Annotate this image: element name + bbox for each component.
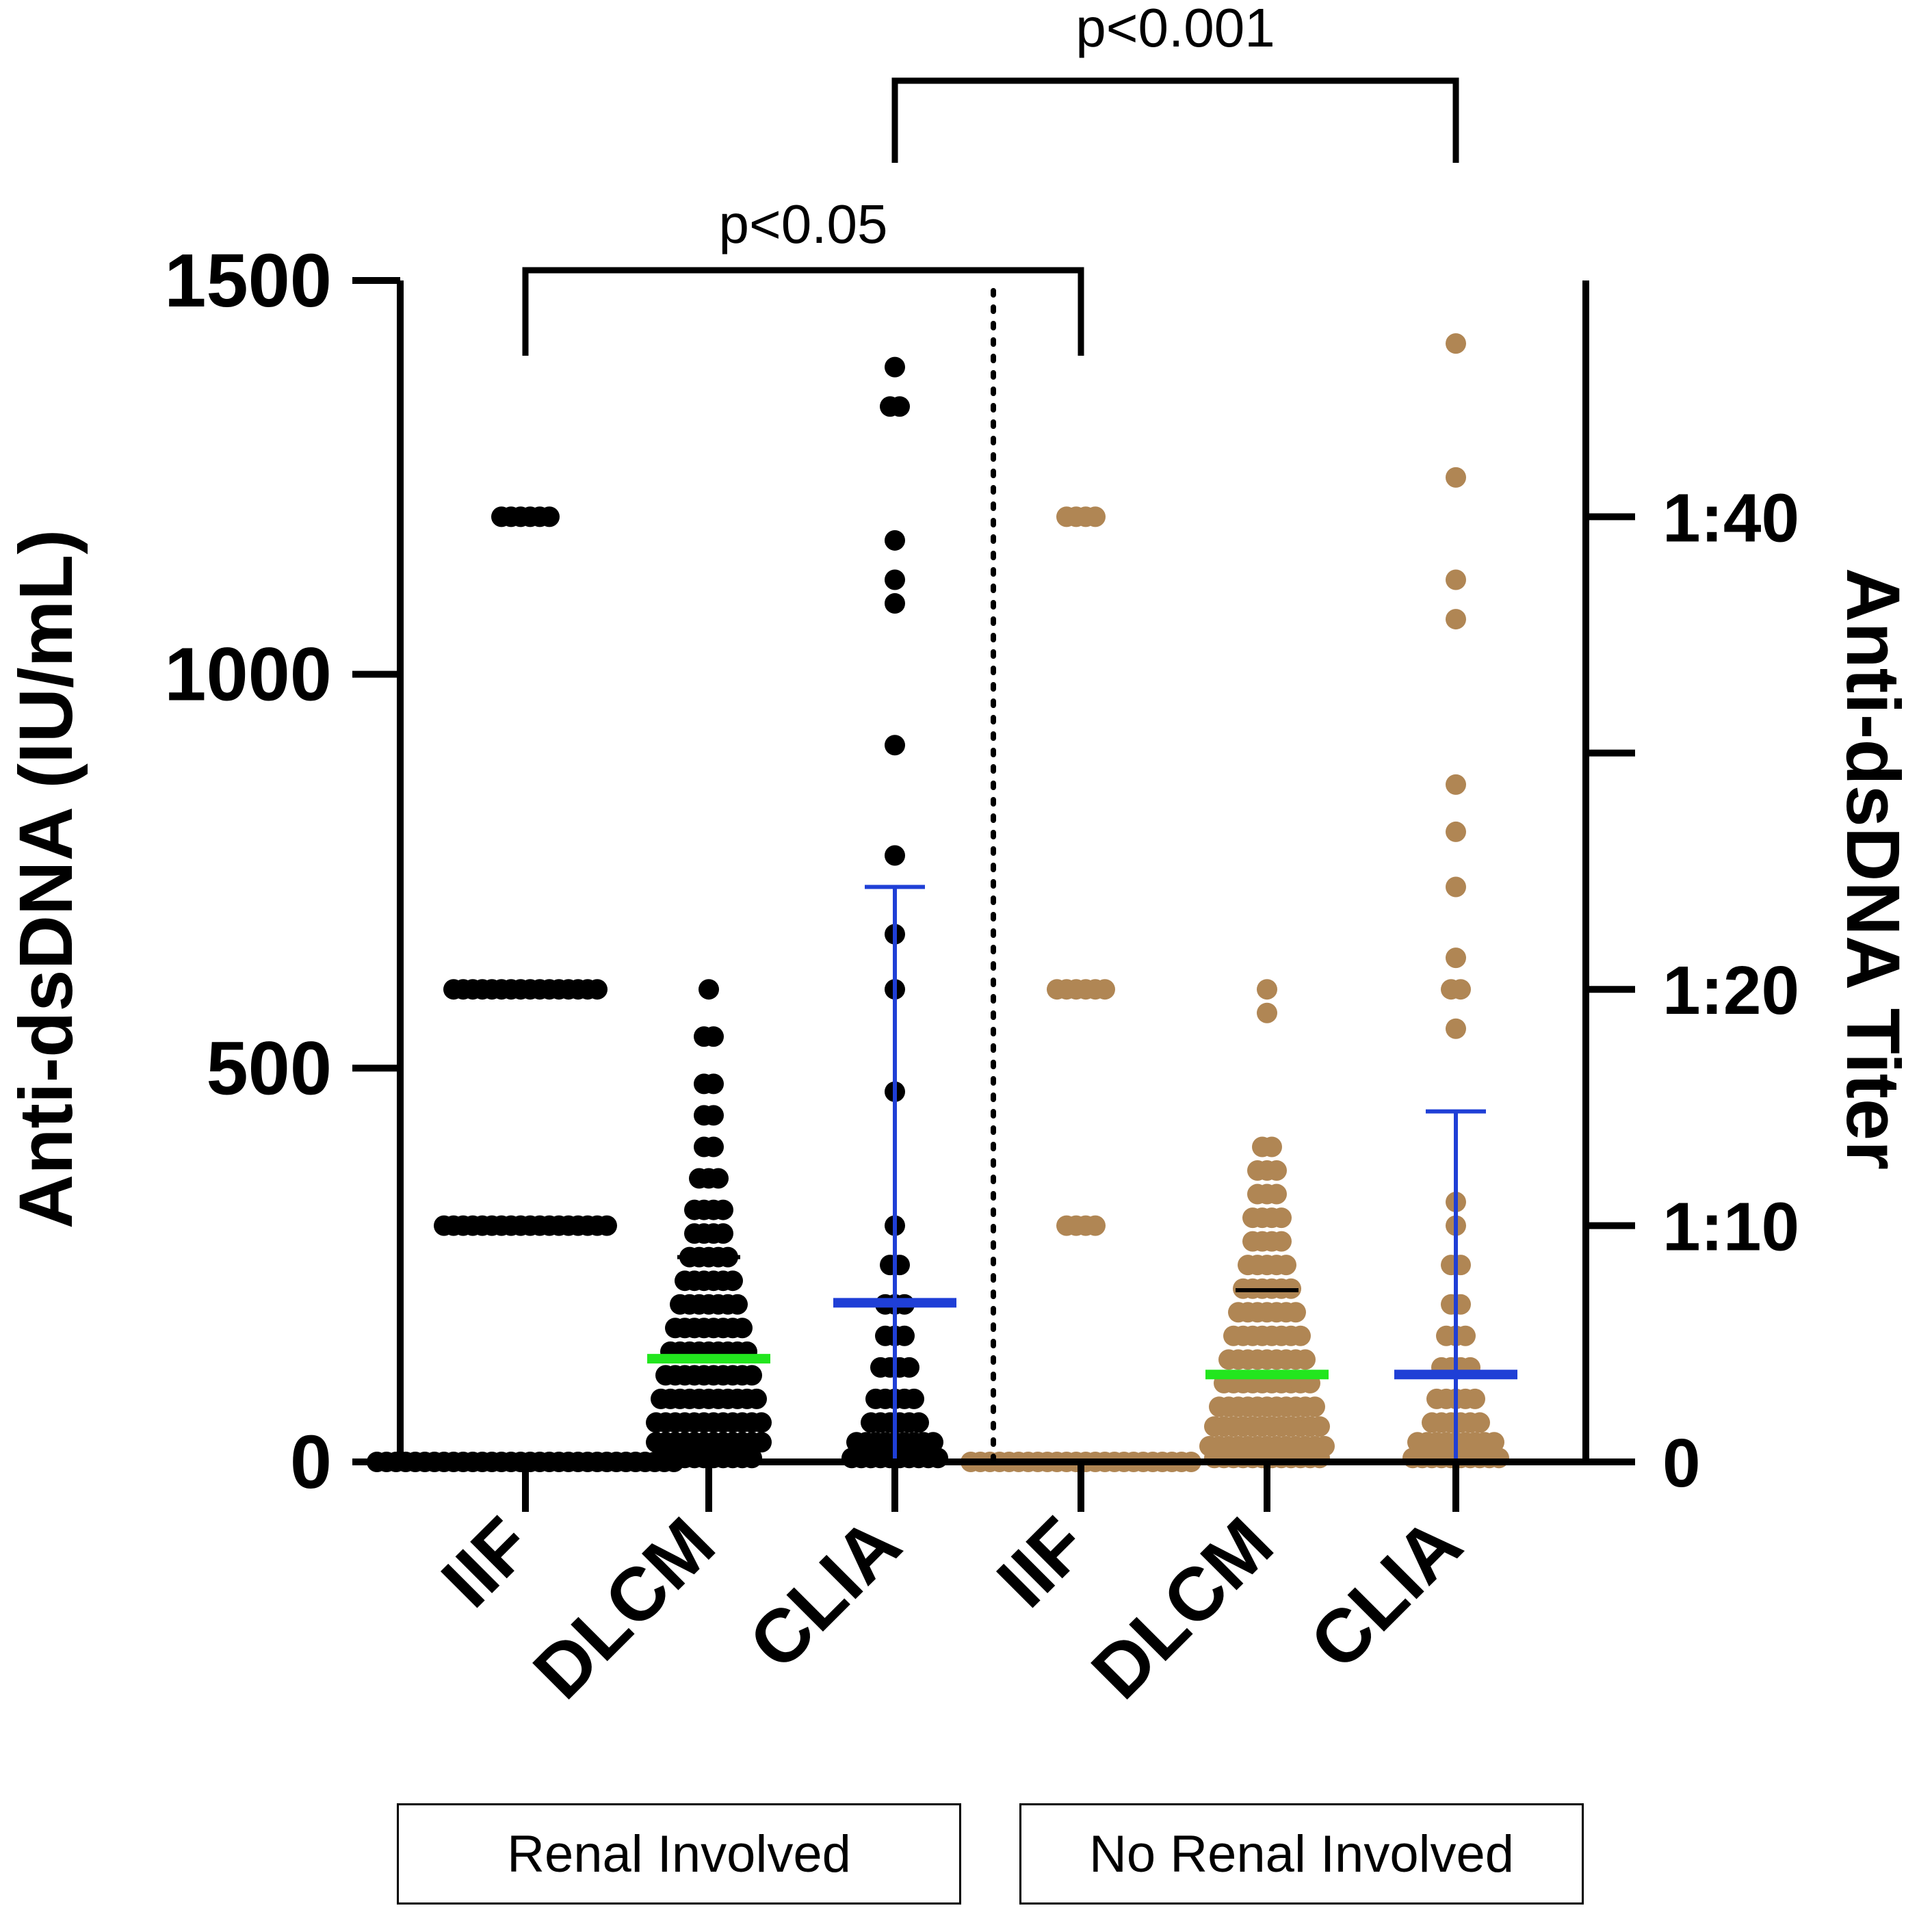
data-point: [923, 1432, 943, 1453]
p-value-label: p<0.001: [1075, 0, 1275, 58]
data-point: [1262, 1136, 1282, 1157]
axes: [352, 277, 1635, 1512]
data-point: [703, 1073, 724, 1095]
x-category-label: DLCM: [517, 1502, 731, 1715]
data-point: [1276, 1255, 1296, 1276]
data-point: [1465, 1388, 1485, 1409]
data-point: [539, 506, 560, 527]
x-category-label: IIF: [981, 1502, 1103, 1623]
y2-tick-label: 1:40: [1662, 480, 1799, 556]
y-tick-label: 500: [206, 1026, 332, 1110]
y-tick-label: 1500: [164, 239, 332, 323]
p-value-label: p<0.05: [719, 194, 888, 254]
group-box-no-renal-involved: No Renal Involved: [1019, 1803, 1584, 1905]
x-category-label: CLIA: [1294, 1502, 1478, 1685]
data-point: [742, 1365, 762, 1386]
data-point: [1271, 1207, 1292, 1229]
data-point: [751, 1412, 772, 1433]
data-point: [713, 1199, 733, 1220]
data-point: [1446, 467, 1466, 488]
data-point: [1257, 1002, 1277, 1023]
data-point: [885, 356, 905, 378]
significance-bracket: [891, 77, 1459, 163]
data-point: [889, 1255, 910, 1276]
mean-sd-bars: [647, 885, 1517, 1464]
data-point: [889, 396, 910, 417]
data-point: [1085, 506, 1106, 527]
y-tick-label: 0: [290, 1420, 332, 1504]
y2-axis-title: Anti-dsDNA Titer: [1831, 568, 1915, 1170]
data-point: [1257, 979, 1277, 1000]
data-point: [1285, 1302, 1306, 1323]
x-category-label: CLIA: [733, 1502, 917, 1685]
data-point: [597, 1215, 617, 1236]
data-point: [1446, 947, 1466, 969]
data-point: [1450, 979, 1471, 1000]
data-point: [722, 1270, 743, 1292]
data-point: [751, 1432, 772, 1453]
data-point: [1085, 1215, 1106, 1236]
data-point: [587, 979, 608, 1000]
data-point: [1446, 609, 1466, 630]
data-point: [727, 1294, 748, 1315]
data-point: [1446, 876, 1466, 898]
data-point: [1484, 1432, 1504, 1453]
data-point: [1450, 1294, 1471, 1315]
data-point: [1446, 1018, 1466, 1039]
data-point: [703, 1105, 724, 1126]
data-point: [909, 1412, 929, 1433]
data-point: [703, 1136, 724, 1157]
data-point: [732, 1318, 753, 1339]
y-tick-label: 1000: [164, 633, 332, 717]
group-box-renal-involved: Renal Involved: [397, 1803, 961, 1905]
data-point: [1290, 1325, 1311, 1346]
data-point: [746, 1388, 767, 1409]
y2-tick-label: 1:20: [1662, 952, 1799, 1029]
data-point: [894, 1325, 915, 1346]
data-point: [703, 1026, 724, 1047]
data-point: [1266, 1160, 1287, 1181]
data-point: [885, 845, 905, 866]
data-point: [885, 529, 905, 551]
x-category-label: DLCM: [1075, 1502, 1289, 1715]
significance-bracket: [522, 267, 1084, 356]
data-point: [713, 1223, 733, 1244]
x-category-label: IIF: [426, 1502, 547, 1623]
y2-tick-label: 1:10: [1662, 1189, 1799, 1266]
significance-brackets: p<0.05 p<0.001: [522, 0, 1459, 356]
data-point: [699, 979, 719, 1000]
data-point: [1446, 821, 1466, 842]
data-point: [708, 1168, 729, 1189]
data-point: [1455, 1325, 1476, 1346]
y-axis-title: Anti-dsDNA (IU/mL): [4, 529, 88, 1229]
data-point: [1309, 1416, 1330, 1437]
data-point: [1446, 774, 1466, 795]
data-point: [1305, 1396, 1325, 1417]
data-point: [904, 1388, 924, 1409]
data-point: [1271, 1231, 1292, 1252]
data-point: [1295, 1349, 1316, 1370]
data-point: [1470, 1412, 1490, 1433]
data-point: [899, 1357, 919, 1378]
data-point: [1446, 333, 1466, 354]
data-point: [885, 569, 905, 590]
data-point: [1266, 1183, 1287, 1205]
data-point: [1095, 979, 1115, 1000]
data-point: [885, 735, 905, 756]
data-point: [1450, 1255, 1471, 1276]
data-point: [1446, 569, 1466, 590]
data-point: [885, 593, 905, 614]
y2-tick-label: 0: [1662, 1425, 1701, 1502]
